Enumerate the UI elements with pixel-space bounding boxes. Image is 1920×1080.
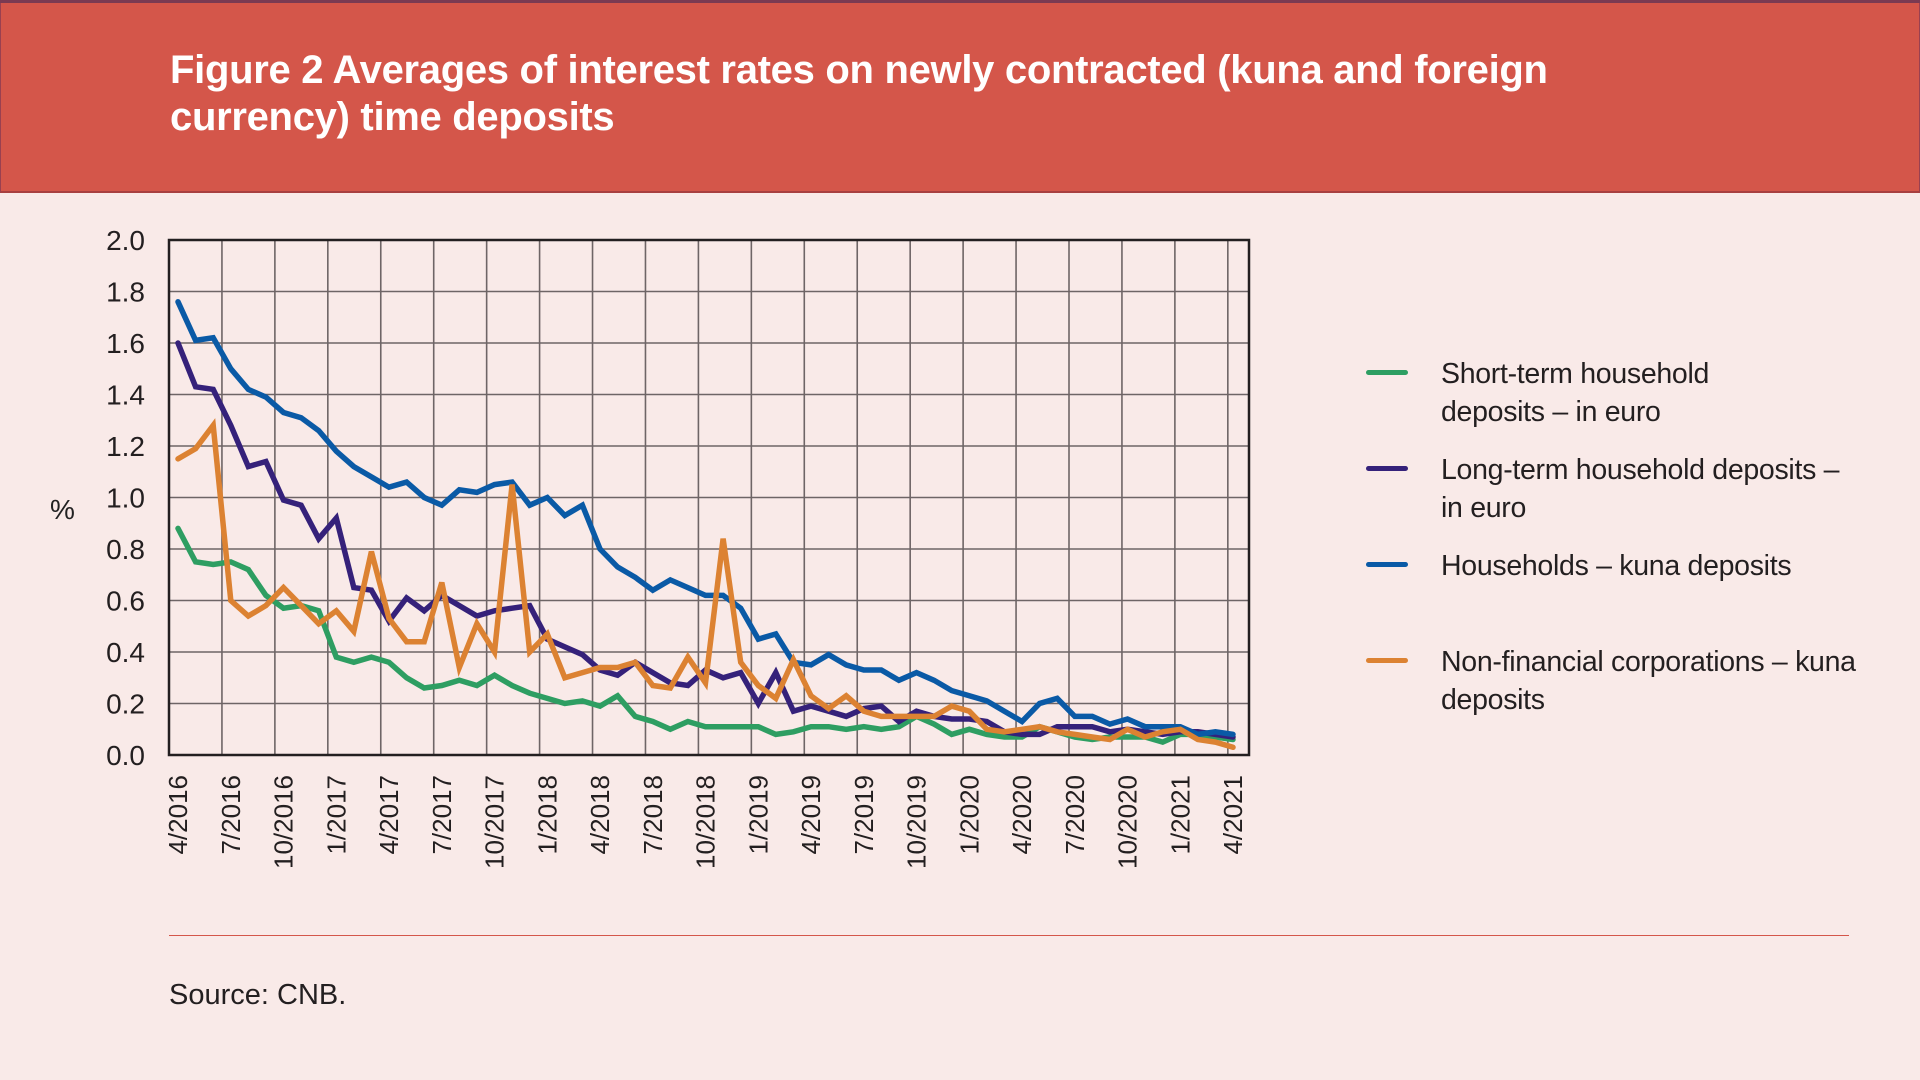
x-tick-label: 4/2019 — [796, 775, 826, 855]
x-tick-label: 7/2018 — [638, 775, 668, 855]
x-tick-label: 4/2020 — [1007, 775, 1037, 855]
series-line-0 — [175, 525, 1236, 746]
legend-swatch-short-term — [1366, 370, 1408, 375]
source-note: Source: CNB. — [169, 979, 347, 1011]
x-tick-label: 4/2021 — [1218, 775, 1248, 855]
series-line-3 — [175, 418, 1236, 751]
x-tick-label: 10/2019 — [902, 775, 932, 869]
x-tick-label: 10/2017 — [480, 775, 510, 869]
y-tick-label: 0.4 — [106, 637, 145, 668]
x-tick-label: 4/2016 — [163, 775, 193, 855]
y-tick-label: 1.0 — [106, 483, 145, 514]
x-tick-label: 1/2017 — [321, 775, 351, 855]
y-tick-label: 0.2 — [106, 689, 145, 720]
plot-frame — [167, 238, 1251, 757]
x-tick-label: 7/2020 — [1060, 775, 1090, 855]
y-tick-label: 0.0 — [106, 740, 145, 771]
y-axis-label: % — [50, 494, 75, 525]
y-tick-label: 1.8 — [106, 277, 145, 308]
x-tick-label: 7/2016 — [216, 775, 246, 855]
legend-swatch-nonfinancial-kuna — [1366, 658, 1408, 663]
legend-label-households-kuna: Households – kuna deposits — [1441, 550, 1792, 582]
figure-header: Figure 2 Averages of interest rates on n… — [0, 3, 1920, 193]
x-tick-label: 1/2021 — [1165, 775, 1195, 855]
x-tick-label: 10/2020 — [1113, 775, 1143, 869]
series-line-2 — [175, 299, 1236, 738]
y-tick-label: 1.6 — [106, 328, 145, 359]
x-tick-label: 4/2017 — [374, 775, 404, 855]
grid — [169, 240, 1249, 755]
legend-label-short-term: Short-term household deposits – in euro — [1441, 358, 1710, 428]
y-tick-label: 0.6 — [106, 586, 145, 617]
legend-swatch-long-term — [1366, 466, 1408, 471]
legend-label-long-term: Long-term household deposits – in euro — [1441, 454, 1840, 524]
legend-label-nonfinancial-kuna: Non-financial corporations – kuna deposi… — [1441, 646, 1856, 716]
top-border — [0, 0, 1920, 3]
series-lines — [175, 299, 1236, 751]
legend-swatch-households-kuna — [1366, 562, 1408, 567]
footer-divider — [169, 935, 1849, 936]
x-tick-label: 4/2018 — [585, 775, 615, 855]
x-tick-label: 10/2018 — [691, 775, 721, 869]
x-tick-label: 10/2016 — [269, 775, 299, 869]
x-tick-label: 7/2017 — [427, 775, 457, 855]
y-tick-label: 1.4 — [106, 380, 145, 411]
x-tick-label: 1/2019 — [743, 775, 773, 855]
y-tick-label: 0.8 — [106, 534, 145, 565]
x-axis-ticks: 4/2016 7/2016 10/2016 1/2017 4/2017 7/2017 10/… — [163, 775, 1248, 869]
x-tick-label: 1/2018 — [532, 775, 562, 855]
y-axis-ticks: 0.0 0.2 0.4 0.6 0.8 1.0 1.2 1.4 1.6 1.8 2.0 — [106, 225, 145, 771]
x-tick-label: 7/2019 — [849, 775, 879, 855]
x-tick-label: 1/2020 — [954, 775, 984, 855]
y-tick-label: 1.2 — [106, 431, 145, 462]
y-tick-label: 2.0 — [106, 225, 145, 256]
figure-title: Figure 2 Averages of interest rates on n… — [170, 48, 1548, 139]
